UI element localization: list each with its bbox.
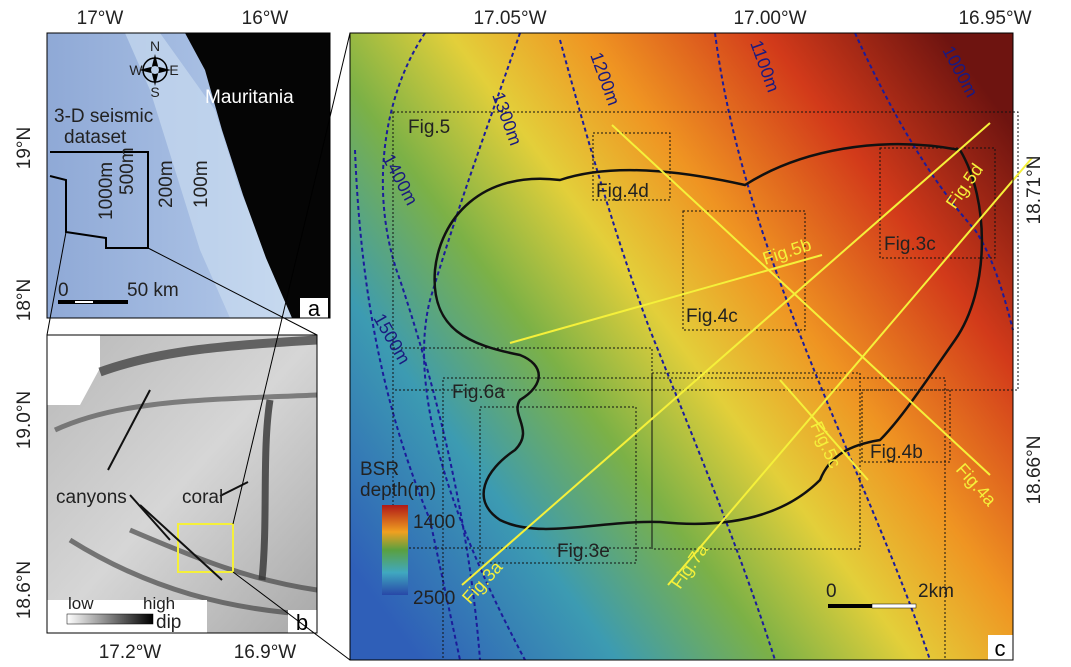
dataset-label: dataset — [64, 127, 127, 148]
lat-tick-label: 19.0°N — [14, 391, 35, 449]
dataset-label: 3-D seismic — [54, 106, 153, 127]
panel-label: b — [296, 610, 308, 635]
legend-title: depth(m) — [360, 480, 436, 501]
depth-legend — [382, 505, 408, 595]
lon-tick-label: 17°W — [77, 8, 124, 29]
compass-label: W — [129, 62, 143, 78]
legend-label: high — [143, 594, 175, 613]
compass-label: N — [150, 38, 160, 54]
legend-label: 2500 — [413, 588, 455, 609]
lat-tick-label: 18.71°N — [1024, 156, 1045, 225]
contour-label: 1000m — [96, 162, 117, 220]
box-label: Fig.5 — [408, 117, 450, 138]
panel-label: a — [308, 296, 321, 321]
lat-tick-label: 18°N — [14, 279, 35, 321]
dip-legend — [67, 614, 153, 624]
country-label: Mauritania — [205, 87, 294, 108]
annotation: coral — [182, 487, 223, 508]
annotation: canyons — [56, 487, 127, 508]
box-label: Fig.4c — [686, 306, 738, 327]
lon-tick-label: 17.00°W — [733, 8, 806, 29]
compass-label: S — [150, 84, 159, 100]
scale-label: 2km — [918, 581, 954, 602]
panel-label: c — [995, 636, 1006, 661]
lon-tick-label: 16°W — [242, 8, 289, 29]
scale-label: 0 — [826, 581, 837, 602]
legend-label: low — [68, 594, 94, 613]
legend-title: BSR — [360, 459, 399, 480]
scale-bar — [75, 301, 93, 303]
panel-a — [47, 33, 330, 318]
lat-tick-label: 18.6°N — [14, 561, 35, 619]
scale-label: 50 km — [127, 280, 179, 301]
figure: 17°W 16°W 19°N 18°N Mauritania 3-D seismicdat… — [0, 0, 1071, 667]
contour-label: 100m — [191, 160, 212, 208]
lon-tick-label: 17.2°W — [99, 642, 162, 663]
compass-label: E — [169, 62, 178, 78]
lat-tick-label: 18.66°N — [1024, 436, 1045, 505]
panel-b — [47, 335, 317, 633]
lat-tick-label: 19°N — [14, 127, 35, 169]
box-label: Fig.6a — [452, 382, 505, 403]
scale-bar — [828, 604, 872, 608]
box-label: Fig.3e — [557, 541, 610, 562]
legend-label: 1400 — [413, 512, 455, 533]
box-label: Fig.3c — [884, 234, 936, 255]
contour-label: 500m — [117, 147, 138, 195]
scale-label: 0 — [58, 280, 69, 301]
contour-label: 200m — [156, 160, 177, 208]
lon-tick-label: 16.9°W — [234, 642, 297, 663]
scale-bar — [872, 604, 916, 608]
lon-tick-label: 16.95°W — [958, 8, 1031, 29]
lon-tick-label: 17.05°W — [473, 8, 546, 29]
box-label: Fig.4d — [596, 181, 649, 202]
box-label: Fig.4b — [870, 442, 923, 463]
legend-title: dip — [156, 612, 181, 633]
